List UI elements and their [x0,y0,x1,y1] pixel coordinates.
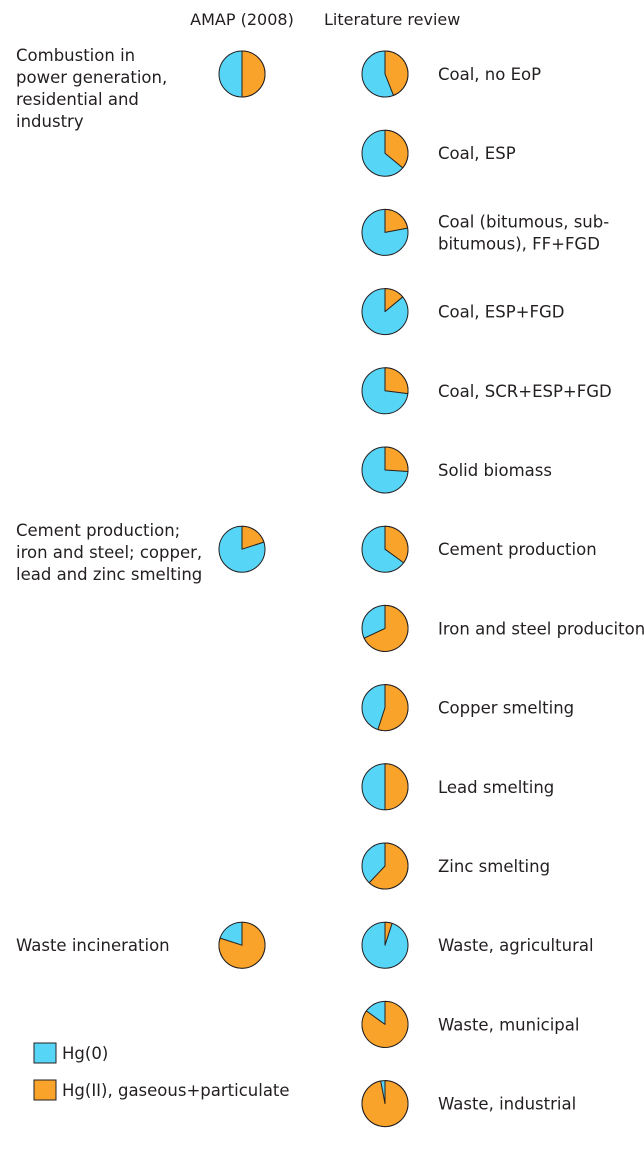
amap-label-1-line: Combustion in [16,46,135,65]
literature-label-14: Waste, industrial [438,1095,576,1114]
amap-pie-3 [218,921,266,969]
amap-label-2-line: lead and zinc smelting [16,565,202,584]
amap-label-1-line: power generation, [16,68,167,87]
literature-label-1-line: Coal, no EoP [438,65,541,84]
literature-label-5-line: Coal, SCR+ESP+FGD [438,382,612,401]
amap-label-2: Cement production; iron and steel; copper… [16,521,202,584]
legend: Hg(0) Hg(II), gaseous+particulate [33,1042,290,1101]
literature-pie-10 [361,763,409,811]
literature-label-11: Zinc smelting [438,857,550,876]
literature-label-5: Coal, SCR+ESP+FGD [438,382,612,401]
literature-label-9: Copper smelting [438,699,574,718]
literature-pie-3 [361,208,409,256]
literature-label-2: Coal, ESP [438,144,516,163]
literature-label-14-line: Waste, industrial [438,1095,576,1114]
amap-label-2-line: Cement production; [16,521,180,540]
literature-pie-1-slice-hg2 [384,50,409,96]
literature-pie-6-slice-hg2 [384,446,409,472]
amap-pie-3-slice-hg2 [218,921,266,969]
amap-pie-2 [218,525,266,573]
literature-pie-11 [361,842,409,890]
literature-label-6-line: Solid biomass [438,461,552,480]
literature-column-header: Literature review [324,10,460,29]
literature-label-10-line: Lead smelting [438,778,554,797]
literature-pie-7 [361,525,409,573]
literature-label-13: Waste, municipal [438,1015,579,1034]
literature-label-2-line: Coal, ESP [438,144,516,163]
literature-label-1: Coal, no EoP [438,65,541,84]
literature-label-11-line: Zinc smelting [438,857,550,876]
literature-pie-12 [361,921,409,969]
literature-pie-2-slice-hg2 [384,129,409,169]
literature-pie-13 [361,1000,409,1048]
amap-label-1-line: industry [16,112,84,131]
literature-pie-9 [361,684,409,732]
literature-label-8-line: Iron and steel produciton [438,619,644,638]
amap-label-2-line: iron and steel; copper, [16,543,202,562]
legend-swatch-1 [33,1042,57,1064]
literature-label-7-line: Cement production [438,540,597,559]
legend-label-1: Hg(0) [62,1044,108,1063]
literature-label-4-line: Coal, ESP+FGD [438,303,564,322]
literature-pie-9-slice-hg2 [377,684,409,732]
literature-label-10: Lead smelting [438,778,554,797]
literature-pie-11-slice-hg2 [368,842,409,890]
literature-label-7: Cement production [438,540,597,559]
literature-label-3: Coal (bitumous, sub-bitumous), FF+FGD [438,212,609,253]
literature-pie-7-slice-hg2 [384,525,409,564]
literature-pie-10-slice-hg2 [384,763,409,811]
literature-pie-2 [361,129,409,177]
amap-pies: Combustion in power generation, residentia… [16,46,266,969]
literature-label-9-line: Copper smelting [438,699,574,718]
literature-label-8: Iron and steel produciton [438,619,644,638]
legend-swatch-2 [33,1079,57,1101]
literature-label-3-line: bitumous), FF+FGD [438,234,600,253]
literature-pie-4-slice-hg2 [384,288,404,313]
literature-label-6: Solid biomass [438,461,552,480]
literature-pie-14 [361,1080,409,1128]
literature-label-3-line: Coal (bitumous, sub- [438,212,609,231]
literature-pie-4 [361,288,409,336]
amap-pie-1 [218,50,266,98]
literature-pie-6 [361,446,409,494]
literature-pie-8-slice-hg2 [363,604,409,652]
amap-label-1-line: residential and [16,90,139,109]
literature-label-13-line: Waste, municipal [438,1015,579,1034]
literature-pie-13-slice-hg2 [361,1000,409,1048]
amap-label-1: Combustion in power generation, residentia… [16,46,167,131]
legend-label-2: Hg(II), gaseous+particulate [62,1081,290,1100]
literature-pies: Coal, no EoP Coal, ESP Coal (bitumous, sub… [361,50,644,1128]
literature-pie-5 [361,367,409,415]
literature-pie-5-slice-hg2 [384,367,409,395]
literature-pie-3-slice-hg2 [384,208,409,233]
literature-pie-8 [361,604,409,652]
literature-label-4: Coal, ESP+FGD [438,303,564,322]
amap-label-3-line: Waste incineration [16,936,170,955]
literature-pie-14-slice-hg2 [361,1080,409,1128]
amap-pie-1-slice-hg2 [241,50,266,98]
amap-label-3: Waste incineration [16,936,170,955]
amap-column-header: AMAP (2008) [190,10,294,29]
literature-label-12: Waste, agricultural [438,936,594,955]
literature-label-12-line: Waste, agricultural [438,936,594,955]
literature-pie-1 [361,50,409,98]
literature-pie-12-slice-hg2 [384,921,393,946]
amap-pie-2-slice-hg2 [241,525,265,550]
